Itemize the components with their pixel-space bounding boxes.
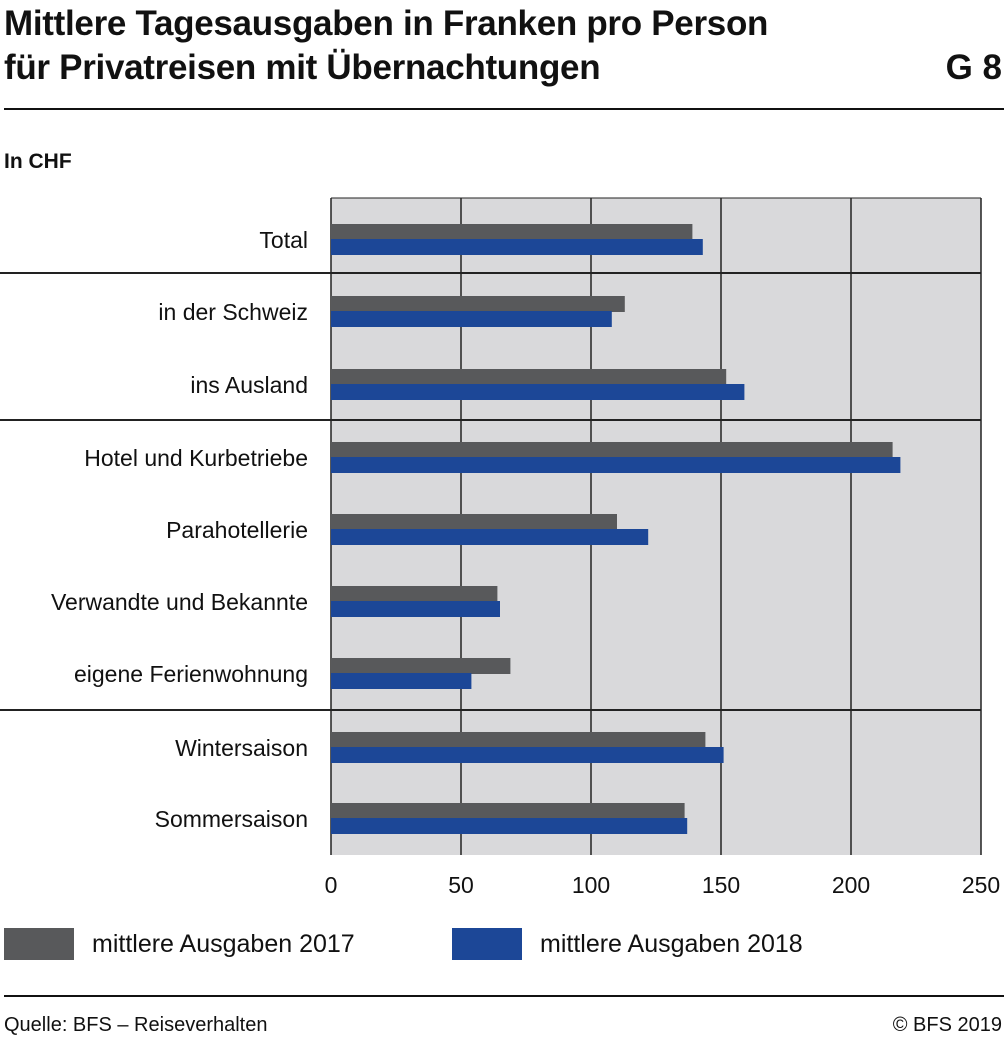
x-tick-label: 0 <box>325 872 338 898</box>
bar-2018 <box>331 311 612 327</box>
bar-2018 <box>331 601 500 617</box>
bar-2018 <box>331 457 901 473</box>
bar-2018 <box>331 239 703 255</box>
bar-2018 <box>331 818 688 834</box>
bar-2017 <box>331 369 727 385</box>
chart-title: Mittlere Tagesausgaben in Franken pro Pe… <box>4 2 904 90</box>
unit-label: In CHF <box>4 150 72 173</box>
bar-2017 <box>331 658 511 674</box>
category-label: ins Ausland <box>190 372 308 398</box>
legend-swatch-2018 <box>452 928 522 960</box>
x-tick-label: 200 <box>832 872 870 898</box>
footer-divider <box>4 995 1004 997</box>
bar-2017 <box>331 586 498 602</box>
bar-2017 <box>331 732 706 748</box>
figure-code: G 8 <box>945 48 1002 87</box>
x-tick-label: 150 <box>702 872 740 898</box>
bar-2018 <box>331 384 745 400</box>
category-label: Sommersaison <box>155 806 308 832</box>
bar-2018 <box>331 529 649 545</box>
bar-2017 <box>331 514 617 530</box>
x-tick-label: 250 <box>962 872 1000 898</box>
source-note: Quelle: BFS – Reiseverhalten <box>4 1014 268 1036</box>
legend-item-2018: mittlere Ausgaben 2018 <box>452 928 803 960</box>
bar-2017 <box>331 442 893 458</box>
bar-2017 <box>331 803 685 819</box>
bar-2017 <box>331 224 693 240</box>
legend-label-2017: mittlere Ausgaben 2017 <box>92 929 355 958</box>
legend-label-2018: mittlere Ausgaben 2018 <box>540 929 803 958</box>
x-tick-label: 50 <box>448 872 474 898</box>
category-label: Verwandte und Bekannte <box>51 589 308 615</box>
legend-item-2017: mittlere Ausgaben 2017 <box>4 928 355 960</box>
category-label: Wintersaison <box>175 735 308 761</box>
bar-2017 <box>331 296 625 312</box>
category-label: Total <box>259 227 308 253</box>
category-label: eigene Ferienwohnung <box>74 661 308 687</box>
bar-2018 <box>331 747 724 763</box>
category-label: in der Schweiz <box>158 299 308 325</box>
header-divider <box>4 108 1004 110</box>
legend-swatch-2017 <box>4 928 74 960</box>
chart-title-line-2: für Privatreisen mit Übernachtungen <box>4 48 601 87</box>
x-tick-label: 100 <box>572 872 610 898</box>
category-label: Hotel und Kurbetriebe <box>84 445 308 471</box>
chart-title-line-1: Mittlere Tagesausgaben in Franken pro Pe… <box>4 4 769 43</box>
bar-2018 <box>331 673 472 689</box>
category-label: Parahotellerie <box>166 517 308 543</box>
copyright-note: © BFS 2019 <box>892 1014 1002 1036</box>
